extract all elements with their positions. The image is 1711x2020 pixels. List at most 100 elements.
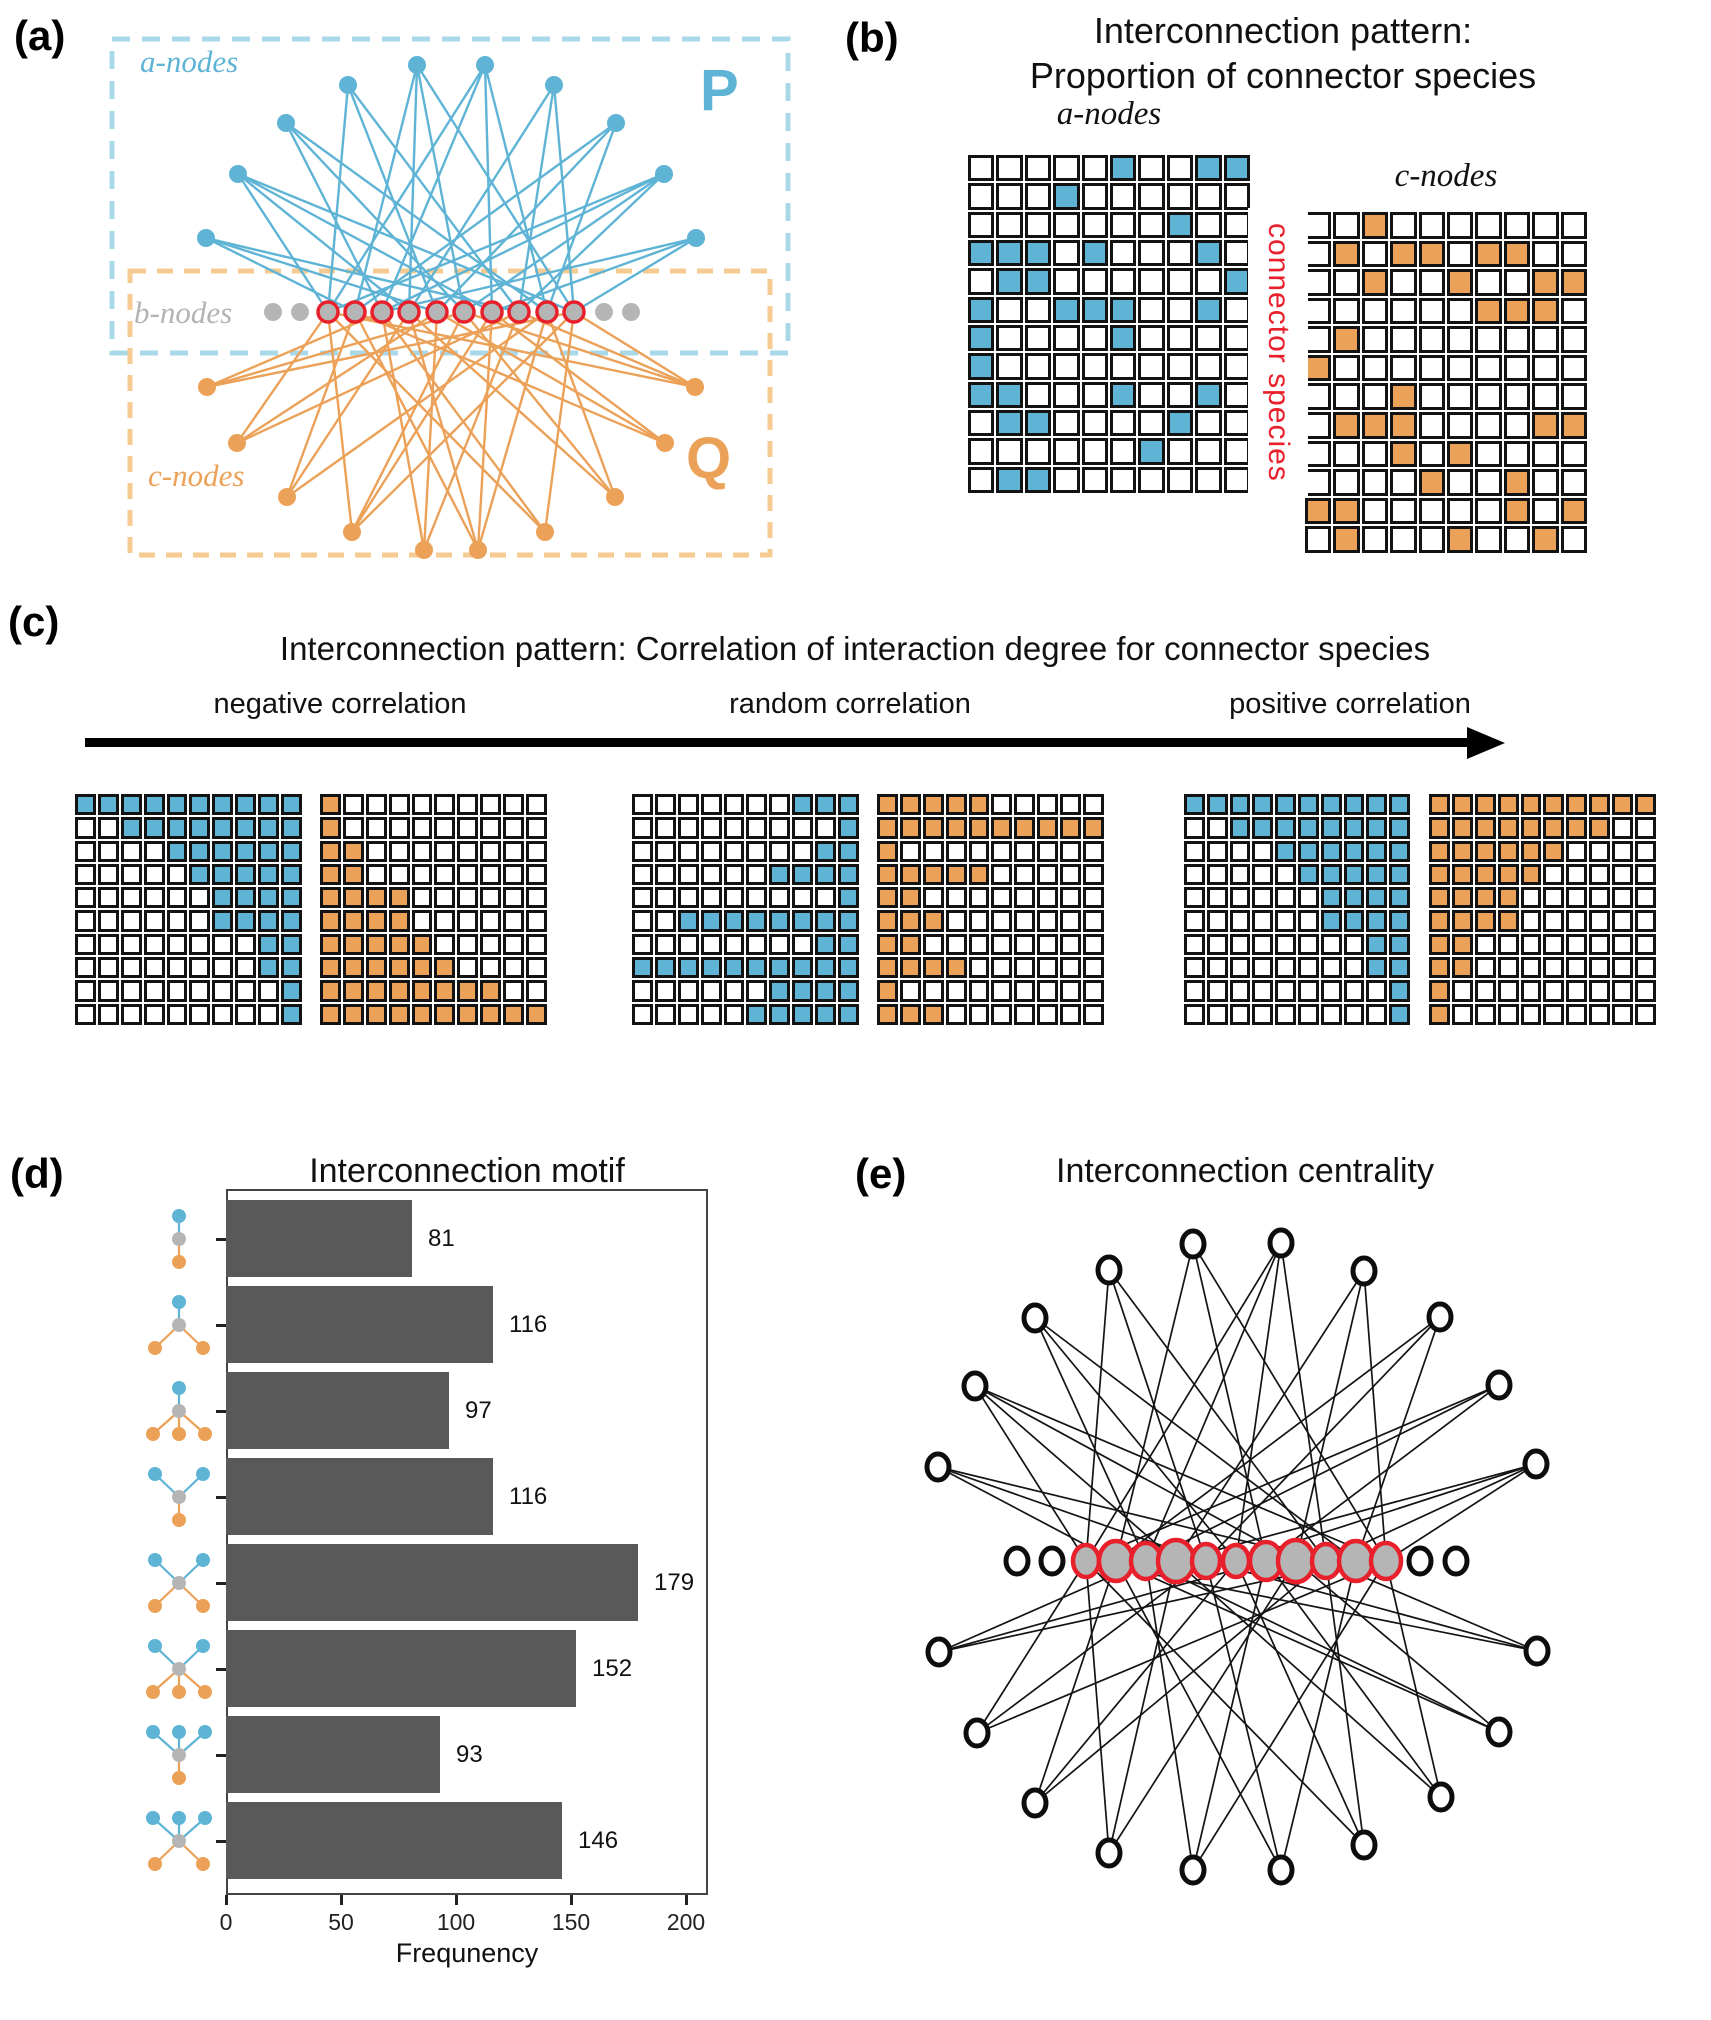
matrix-cell bbox=[815, 980, 837, 1002]
matrix-cell bbox=[654, 840, 676, 862]
matrix-cell bbox=[1446, 240, 1474, 268]
matrix-cell bbox=[677, 910, 699, 932]
matrix-cell bbox=[922, 957, 944, 979]
matrix-cell bbox=[212, 910, 234, 932]
c-b-edge bbox=[326, 311, 354, 533]
c-b-edge bbox=[518, 310, 696, 389]
open-node bbox=[924, 1451, 952, 1483]
matrix-cell bbox=[388, 957, 410, 979]
centrality-edge bbox=[1034, 1560, 1117, 1804]
matrix-cell bbox=[526, 887, 547, 909]
panel-b-c-nodes-label: c-nodes bbox=[1394, 158, 1498, 194]
matrix-cell bbox=[1503, 469, 1531, 496]
matrix-cell bbox=[996, 239, 1023, 267]
matrix-cell bbox=[1503, 354, 1531, 382]
frequency-bar bbox=[226, 1716, 440, 1793]
matrix-cell bbox=[365, 957, 387, 979]
matrix-cell bbox=[166, 840, 188, 862]
matrix-cell bbox=[1566, 840, 1588, 862]
matrix-cell bbox=[815, 863, 837, 886]
matrix-cell bbox=[1333, 354, 1360, 382]
matrix-cell bbox=[526, 817, 547, 839]
matrix-cell bbox=[1109, 155, 1137, 182]
matrix-cell bbox=[1109, 296, 1137, 323]
b-connector-node bbox=[507, 300, 531, 324]
matrix-cell bbox=[1305, 440, 1332, 468]
matrix-cell bbox=[320, 794, 341, 816]
centrality-edge bbox=[1355, 1316, 1441, 1562]
matrix-cell bbox=[1083, 957, 1104, 979]
matrix-cell bbox=[1297, 840, 1319, 862]
a-node bbox=[655, 165, 673, 183]
matrix-cell bbox=[503, 910, 525, 932]
open-node bbox=[1350, 1255, 1378, 1287]
matrix-cell bbox=[342, 933, 364, 956]
c-b-edge bbox=[436, 310, 666, 445]
matrix-cell bbox=[1053, 324, 1080, 352]
matrix-cell bbox=[1252, 794, 1274, 816]
matrix-cell bbox=[1014, 794, 1036, 816]
matrix-cell bbox=[1195, 381, 1222, 408]
a-b-edges bbox=[205, 64, 697, 314]
open-node bbox=[1267, 1227, 1295, 1259]
frequency-bar bbox=[226, 1286, 493, 1363]
matrix-cell bbox=[1503, 297, 1531, 325]
matrix-cell bbox=[1229, 863, 1251, 886]
matrix-cell bbox=[746, 794, 768, 816]
matrix-cell bbox=[1389, 887, 1410, 909]
matrix-cell bbox=[996, 438, 1023, 465]
c-b-edge bbox=[354, 310, 666, 445]
matrix-cell bbox=[1166, 381, 1194, 408]
matrix-cell bbox=[1024, 268, 1052, 295]
matrix-cell bbox=[877, 840, 898, 862]
matrix-cell bbox=[1418, 469, 1445, 496]
motif-icon bbox=[148, 1552, 210, 1613]
matrix-cell bbox=[838, 980, 859, 1002]
matrix-cell bbox=[1497, 1003, 1519, 1025]
matrix-cell bbox=[1138, 466, 1165, 493]
matrix-cell bbox=[1053, 268, 1080, 295]
matrix-cell bbox=[746, 980, 768, 1002]
matrix-cell bbox=[1520, 840, 1542, 862]
connector-node bbox=[1368, 1540, 1404, 1582]
centrality-edge bbox=[1145, 1384, 1500, 1562]
correlation-axis-arrowhead bbox=[1467, 727, 1505, 759]
negative-correlation-label: negative correlation bbox=[213, 688, 467, 720]
matrix-cell bbox=[1589, 817, 1611, 839]
motif-a-node bbox=[172, 1810, 186, 1825]
matrix-cell bbox=[365, 1003, 387, 1025]
matrix-cell bbox=[1475, 240, 1502, 268]
matrix-cell bbox=[1297, 887, 1319, 909]
matrix-cell bbox=[388, 887, 410, 909]
motif-a-node bbox=[172, 1724, 186, 1739]
matrix-cell bbox=[281, 910, 302, 932]
matrix-cell bbox=[1429, 863, 1450, 886]
matrix-cell bbox=[1566, 863, 1588, 886]
matrix-cell bbox=[120, 817, 142, 839]
matrix-cell bbox=[1446, 526, 1474, 553]
matrix-cell bbox=[75, 817, 96, 839]
matrix-cell bbox=[503, 794, 525, 816]
matrix-cell bbox=[1333, 326, 1360, 353]
x-tick-label: 200 bbox=[666, 1909, 706, 1935]
matrix-cell bbox=[1532, 354, 1559, 382]
matrix-cell bbox=[365, 794, 387, 816]
matrix-cell bbox=[342, 817, 364, 839]
a-node bbox=[339, 76, 357, 94]
matrix-cell bbox=[1612, 933, 1634, 956]
matrix-cell bbox=[1138, 324, 1165, 352]
matrix-cell bbox=[1223, 438, 1250, 465]
matrix-cell bbox=[75, 933, 96, 956]
a-b-edge bbox=[415, 64, 576, 313]
matrix-cell bbox=[526, 863, 547, 886]
matrix-cell bbox=[1320, 840, 1342, 862]
centrality-edge bbox=[1115, 1560, 1282, 1871]
matrix-cell bbox=[1589, 933, 1611, 956]
matrix-cell bbox=[434, 863, 456, 886]
centrality-edge bbox=[1145, 1560, 1500, 1733]
a-b-edge bbox=[573, 236, 697, 314]
matrix-cell bbox=[991, 980, 1013, 1002]
matrix-cell bbox=[480, 887, 502, 909]
matrix-cell bbox=[235, 957, 257, 979]
